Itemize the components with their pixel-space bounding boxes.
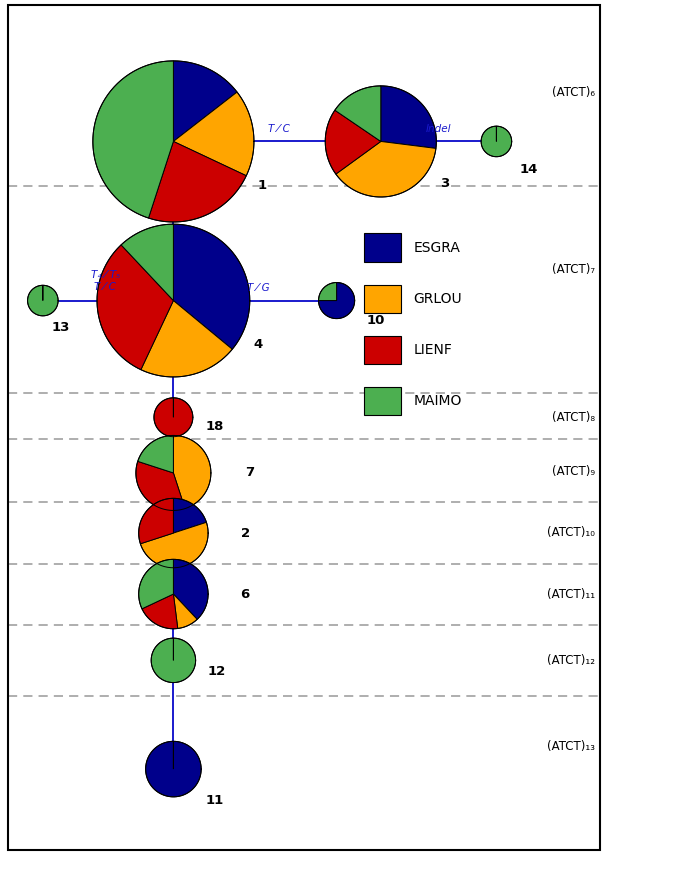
Polygon shape — [138, 436, 173, 473]
Text: 3: 3 — [440, 178, 449, 190]
Polygon shape — [151, 638, 196, 682]
Text: GRLOU: GRLOU — [413, 292, 462, 306]
Polygon shape — [93, 61, 173, 218]
Bar — [8, 5, 600, 850]
Text: (ATCT)₁₃: (ATCT)₁₃ — [547, 741, 595, 753]
Polygon shape — [381, 86, 437, 149]
Polygon shape — [28, 286, 58, 316]
Polygon shape — [173, 594, 197, 629]
Polygon shape — [142, 594, 177, 629]
Polygon shape — [173, 92, 254, 176]
Polygon shape — [140, 522, 208, 568]
Text: T ⁄ G: T ⁄ G — [247, 284, 270, 293]
Text: 13: 13 — [51, 321, 69, 333]
Polygon shape — [481, 126, 511, 156]
Text: (ATCT)₁₁: (ATCT)₁₁ — [547, 588, 595, 600]
Polygon shape — [173, 499, 207, 533]
Text: Indel: Indel — [426, 125, 452, 134]
Text: (ATCT)₇: (ATCT)₇ — [552, 263, 595, 276]
Text: LIENF: LIENF — [413, 343, 452, 357]
Text: 11: 11 — [206, 794, 224, 806]
Bar — [364, 387, 401, 415]
Text: 14: 14 — [520, 164, 538, 176]
Text: 1: 1 — [257, 179, 267, 192]
Polygon shape — [336, 141, 436, 197]
Polygon shape — [139, 499, 173, 544]
Text: 7: 7 — [245, 467, 254, 479]
Polygon shape — [173, 225, 250, 349]
Text: MAIMO: MAIMO — [413, 394, 462, 408]
Bar — [364, 336, 401, 364]
Polygon shape — [121, 225, 173, 301]
Text: (ATCT)₆: (ATCT)₆ — [552, 87, 595, 99]
Text: (ATCT)₁₂: (ATCT)₁₂ — [547, 654, 595, 667]
Polygon shape — [318, 283, 355, 318]
Text: T ⁄ C: T ⁄ C — [268, 125, 290, 134]
Text: 12: 12 — [208, 666, 226, 678]
Text: 2: 2 — [241, 527, 250, 539]
Polygon shape — [146, 742, 201, 796]
Text: (ATCT)₁₀: (ATCT)₁₀ — [547, 526, 595, 538]
Polygon shape — [154, 398, 193, 437]
Bar — [364, 285, 401, 313]
Polygon shape — [97, 245, 173, 370]
Polygon shape — [173, 61, 237, 141]
Polygon shape — [318, 283, 337, 301]
Polygon shape — [173, 436, 211, 508]
Text: T₄ ⁄ T₅
T ⁄ C: T₄ ⁄ T₅ T ⁄ C — [90, 271, 120, 292]
Text: 6: 6 — [240, 588, 250, 600]
Polygon shape — [139, 560, 173, 609]
Text: 10: 10 — [367, 314, 386, 326]
Text: 18: 18 — [205, 420, 224, 432]
Polygon shape — [335, 86, 381, 141]
Polygon shape — [141, 301, 233, 377]
Text: ESGRA: ESGRA — [413, 240, 460, 255]
Polygon shape — [325, 110, 381, 174]
Text: 4: 4 — [253, 339, 262, 351]
Polygon shape — [148, 141, 246, 222]
Text: (ATCT)₈: (ATCT)₈ — [552, 411, 595, 423]
Text: (ATCT)₉: (ATCT)₉ — [552, 465, 595, 477]
Polygon shape — [136, 461, 185, 510]
Polygon shape — [173, 560, 208, 620]
Bar — [364, 233, 401, 262]
